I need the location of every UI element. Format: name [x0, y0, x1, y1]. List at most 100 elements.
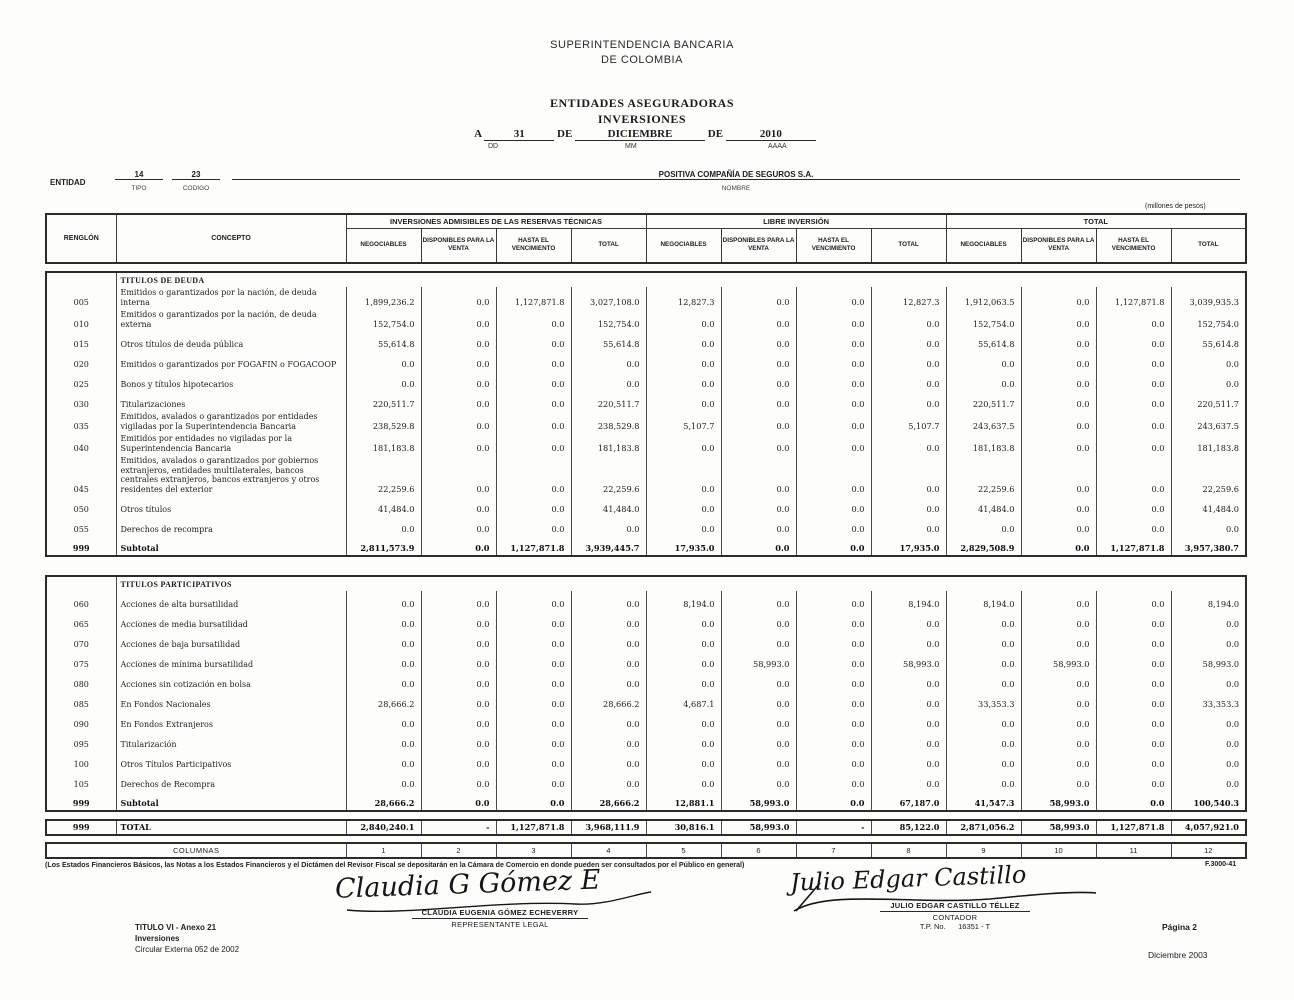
date-year-field: 2010: [725, 128, 816, 141]
amount-cell: 0.0: [420, 371, 496, 391]
table-row: 055 Derechos de recompra 0.0 0.0 0.0 0.0 0.0 0.…: [45, 516, 1246, 536]
amount-cell: 67,187.0: [870, 791, 946, 811]
amount-cell: 0.0: [795, 287, 871, 309]
amount-cell: 0.0: [945, 631, 1021, 651]
column-number: 4: [570, 843, 647, 858]
amount-cell: 0.0: [420, 331, 496, 351]
amount-cell: 0.0: [795, 371, 871, 391]
amount-cell: 0.0: [645, 611, 721, 631]
column-number: 1: [345, 843, 422, 858]
amount-cell: 0.0: [870, 351, 946, 371]
amount-cell: 243,637.5: [945, 411, 1021, 433]
amount-cell: 0.0: [720, 371, 796, 391]
concepto-cell: En Fondos Nacionales: [115, 691, 346, 711]
amount-cell: 0.0: [645, 331, 721, 351]
amount-cell: 58,993.0: [1020, 820, 1096, 835]
entity-tipo-label: TIPO: [131, 185, 147, 192]
amount-cell: 152,754.0: [570, 309, 646, 331]
amount-cell: 0.0: [345, 351, 421, 371]
amount-cell: 0.0: [795, 391, 871, 411]
amount-cell: 58,993.0: [720, 791, 796, 811]
amount-cell: 0.0: [1095, 455, 1171, 496]
amount-cell: 28,666.2: [570, 691, 646, 711]
amount-cell: 0.0: [720, 331, 796, 351]
renglon-code: 075: [45, 651, 116, 671]
amount-cell: 0.0: [870, 691, 946, 711]
table-row: 080 Acciones sin cotización en bolsa 0.0 0.…: [45, 671, 1247, 691]
amount-cell: 0.0: [795, 309, 871, 331]
amount-cell: 28,666.2: [345, 691, 421, 711]
amount-cell: 152,754.0: [345, 309, 421, 331]
amount-cell: 0.0: [645, 351, 721, 371]
renglon-code: 010: [45, 309, 116, 331]
signature-contador-flourish-icon: [793, 882, 1097, 912]
amount-cell: 0.0: [420, 411, 496, 433]
group-header-0: INVERSIONES ADMISIBLES DE LAS RESERVAS T…: [345, 213, 647, 229]
amount-cell: 58,993.0: [870, 651, 946, 671]
amount-cell: 22,259.6: [570, 455, 646, 496]
amount-cell: 0.0: [795, 611, 871, 631]
amount-cell: 0.0: [570, 751, 646, 771]
titulo-anexo-label: TITULO VI - Anexo 21: [135, 923, 217, 932]
table-row: 035 Emitidos, avalados o garantizados por…: [45, 411, 1246, 433]
amount-cell: 0.0: [495, 651, 571, 671]
amount-cell: 58,993.0: [1170, 651, 1247, 671]
amount-cell: 3,957,380.7: [1170, 536, 1246, 556]
amount-cell: 0.0: [720, 691, 796, 711]
amount-cell: 0.0: [870, 671, 946, 691]
concepto-cell: Acciones de alta bursatilidad: [115, 591, 346, 611]
date-day-label: DD: [488, 143, 499, 150]
amount-cell: 0.0: [495, 791, 571, 811]
amount-cell: 0.0: [720, 631, 796, 651]
amount-cell: 0.0: [795, 455, 871, 496]
amount-cell: 0.0: [1020, 751, 1096, 771]
amount-cell: 0.0: [1020, 411, 1096, 433]
amount-cell: 0.0: [1170, 731, 1247, 751]
amount-cell: 0.0: [945, 731, 1021, 751]
column-number: 3: [495, 843, 572, 858]
amount-cell: 0.0: [720, 411, 796, 433]
concepto-cell: Emitidos o garantizados por la nación, d…: [115, 309, 346, 331]
amount-cell: 3,039,935.3: [1170, 287, 1246, 309]
amount-cell: 0.0: [720, 711, 796, 731]
amount-cell: 0.0: [1020, 351, 1096, 371]
amount-cell: 41,484.0: [1170, 496, 1246, 516]
amount-cell: 0.0: [945, 651, 1021, 671]
amount-cell: 0.0: [645, 496, 721, 516]
table-row: 070 Acciones de baja bursatilidad 0.0 0.0 0.…: [45, 631, 1247, 651]
form-title-line2: INVERSIONES: [597, 112, 687, 126]
grand-total-row: 999 TOTAL 2,840,240.1-1,127,871.8 3,968,111…: [45, 820, 1246, 835]
signature-representante-block: Claudia G Gómez E CLAUDIA EUGENIA GÓMEZ …: [335, 865, 665, 929]
amount-cell: 0.0: [1095, 351, 1171, 371]
amount-cell: 243,637.5: [1170, 411, 1246, 433]
column-number: 8: [870, 843, 947, 858]
amount-cell: 0.0: [420, 611, 496, 631]
concepto-cell: Emitidos o garantizados por la nación, d…: [115, 287, 346, 309]
concepto-cell: Emitidos o garantizados por FOGAFIN o FO…: [115, 351, 346, 371]
table-row: 090 En Fondos Extranjeros 0.0 0.0 0.0 0.0 0.0 0…: [45, 711, 1247, 731]
concepto-cell: Subtotal: [115, 536, 346, 556]
amount-cell: 0.0: [570, 591, 646, 611]
amount-cell: 0.0: [495, 631, 571, 651]
table-row: 030 Titularizaciones 220,511.7 0.0 0.0 220,51…: [45, 391, 1246, 411]
amount-cell: 0.0: [1020, 391, 1096, 411]
amount-cell: 0.0: [1170, 671, 1247, 691]
renglon-code: 070: [45, 631, 116, 651]
amount-cell: 0.0: [1020, 731, 1096, 751]
amount-cell: 0.0: [945, 671, 1021, 691]
amount-cell: 0.0: [720, 671, 796, 691]
amount-cell: 0.0: [795, 711, 871, 731]
renglon-code: 999: [45, 536, 116, 556]
column-number: 2: [420, 843, 497, 858]
units-note: (millones de pesos): [1145, 203, 1206, 210]
amount-cell: 0.0: [1095, 651, 1171, 671]
amount-cell: 0.0: [1020, 287, 1096, 309]
date-line: A 31 DE DICIEMBRE DE 2010: [420, 128, 870, 141]
table-row: 050 Otros títulos 41,484.0 0.0 0.0 41,484.0 0.…: [45, 496, 1246, 516]
amount-cell: 0.0: [1020, 309, 1096, 331]
amount-cell: 0.0: [945, 351, 1021, 371]
amount-cell: 0.0: [570, 731, 646, 751]
renglon-code: 080: [45, 671, 116, 691]
inversiones-label: Inversiones: [135, 934, 180, 943]
